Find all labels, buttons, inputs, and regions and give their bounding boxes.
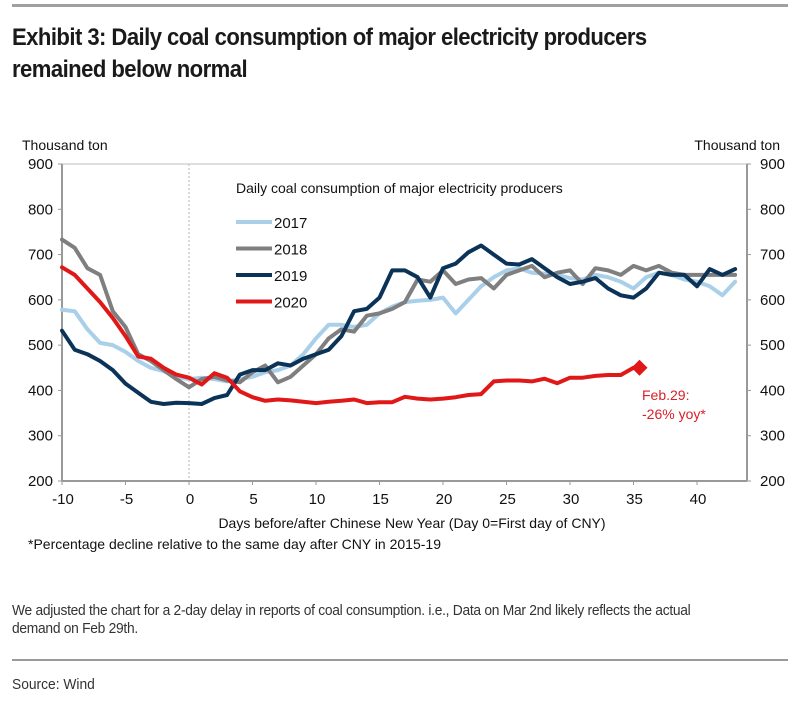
x-tick-label: 15 (372, 491, 389, 508)
x-axis-label: Days before/after Chinese New Year (Day … (218, 515, 605, 531)
y-tick-label-right: 800 (760, 201, 785, 218)
legend-title: Daily coal consumption of major electric… (236, 180, 563, 196)
y-tick-label-left: 700 (28, 247, 53, 264)
y-tick-label-left: 200 (28, 473, 53, 490)
x-tick-label: 20 (436, 491, 453, 508)
legend-label-2017: 2017 (274, 215, 307, 232)
y-tick-label-left: 400 (28, 382, 53, 399)
x-tick-label: -10 (52, 491, 74, 508)
source-label: Source: Wind (12, 676, 95, 693)
y-axis-label-left: Thousand ton (22, 137, 108, 153)
annotation-date: Feb.29: (642, 387, 689, 403)
exhibit-title: Exhibit 3: Daily coal consumption of maj… (12, 24, 647, 83)
y-tick-label-right: 900 (760, 156, 785, 173)
y-tick-label-right: 300 (760, 428, 785, 445)
x-tick-label: 30 (563, 491, 580, 508)
y-tick-label-left: 900 (28, 156, 53, 173)
x-tick-label: 40 (690, 491, 707, 508)
series-line-2018 (60, 237, 738, 390)
legend-label-2019: 2019 (274, 268, 307, 285)
y-axis-label-right: Thousand ton (694, 137, 780, 153)
x-tick-label: -5 (120, 491, 133, 508)
top-divider (12, 4, 788, 7)
x-tick-label: 10 (309, 491, 326, 508)
end-point-marker (631, 359, 648, 376)
series-line-2019 (60, 243, 738, 406)
adjustment-note: We adjusted the chart for a 2-day delay … (12, 602, 691, 637)
y-tick-label-right: 500 (760, 337, 785, 354)
y-tick-label-right: 200 (760, 473, 785, 490)
y-tick-label-left: 800 (28, 201, 53, 218)
y-tick-label-left: 600 (28, 292, 53, 309)
x-tick-label: 25 (499, 491, 516, 508)
annotation-yoy: -26% yoy* (642, 406, 706, 422)
chart-footnote: *Percentage decline relative to the same… (28, 536, 441, 552)
y-tick-label-left: 500 (28, 337, 53, 354)
y-tick-label-right: 400 (760, 382, 785, 399)
series-line-2020 (60, 265, 636, 406)
bottom-divider (12, 659, 788, 661)
x-tick-label: 0 (186, 491, 194, 508)
series-line-2017 (60, 266, 738, 384)
x-tick-label: 35 (626, 491, 643, 508)
legend-label-2018: 2018 (274, 242, 307, 259)
y-tick-label-right: 600 (760, 292, 785, 309)
x-tick-label: 5 (249, 491, 257, 508)
y-tick-label-left: 300 (28, 428, 53, 445)
y-tick-label-right: 700 (760, 247, 785, 264)
legend-label-2020: 2020 (274, 295, 307, 312)
